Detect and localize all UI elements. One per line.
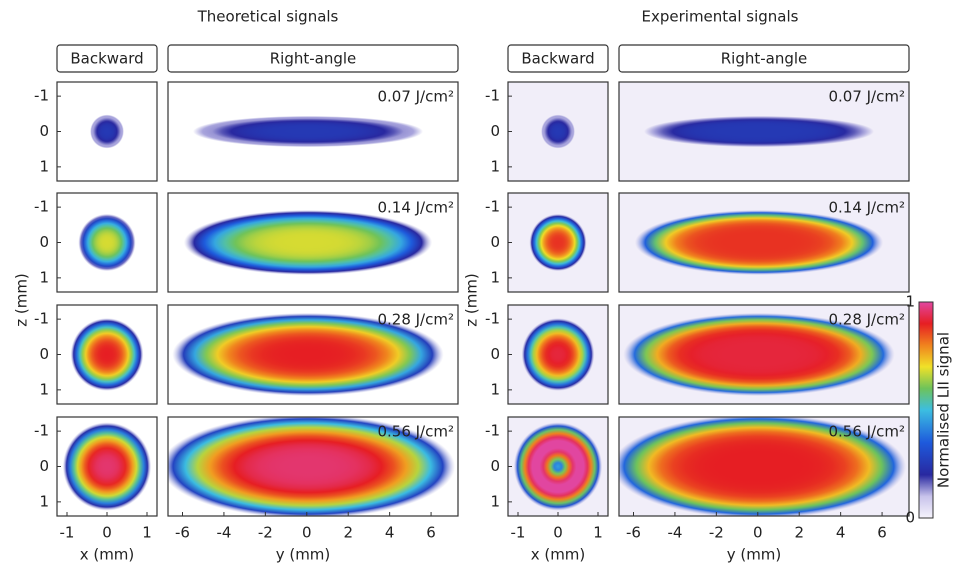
fluence-label: 0.56 J/cm²	[828, 423, 905, 441]
panel-frame	[167, 81, 459, 182]
heatmap-sheet	[183, 210, 433, 275]
header-box	[56, 44, 158, 73]
panel-title: Theoretical signals	[197, 8, 339, 26]
panel-frame	[618, 192, 910, 293]
fluence-label: 0.28 J/cm²	[828, 311, 905, 329]
panel-frame	[618, 81, 910, 182]
axis-label: z (mm)	[463, 273, 481, 327]
fluence-label: 0.07 J/cm²	[828, 88, 905, 106]
heatmap-spot	[529, 213, 587, 272]
heatmap-spot	[541, 114, 575, 149]
y-tick-label: -2	[709, 524, 724, 542]
header: Right-angle	[721, 50, 808, 68]
x-tick-label: -1	[511, 524, 526, 542]
heatmap-sheet	[172, 312, 444, 397]
header: Right-angle	[270, 50, 357, 68]
header-box	[618, 44, 910, 73]
y-tick-label: 6	[426, 524, 436, 542]
y-tick-label: 0	[302, 524, 312, 542]
z-tick-label: 1	[490, 268, 500, 286]
y-tick-label: 6	[877, 524, 887, 542]
z-tick-label: 0	[39, 345, 49, 363]
heatmap-sheet	[623, 312, 895, 397]
axis-label: z (mm)	[13, 273, 31, 327]
fluence-label: 0.14 J/cm²	[377, 199, 454, 217]
z-tick-label: 0	[39, 122, 49, 140]
z-tick-label: 1	[490, 157, 500, 175]
y-tick-label: -4	[667, 524, 682, 542]
panel-frame	[618, 304, 910, 405]
z-tick-label: 1	[39, 492, 49, 510]
heatmap-sheet	[193, 115, 423, 148]
panel-frame	[167, 304, 459, 405]
x-tick-label: -1	[60, 524, 75, 542]
fluence-label: 0.14 J/cm²	[828, 199, 905, 217]
z-tick-label: 1	[490, 492, 500, 510]
x-tick-label: 0	[102, 524, 112, 542]
z-tick-label: -1	[485, 198, 500, 216]
z-tick-label: 0	[490, 233, 500, 251]
z-tick-label: -1	[34, 310, 49, 328]
y-tick-label: 2	[343, 524, 353, 542]
z-tick-label: 0	[490, 122, 500, 140]
axis-label: y (mm)	[276, 546, 331, 564]
heatmap-spot	[78, 213, 136, 272]
heatmap-spot	[513, 422, 603, 511]
y-tick-label: 4	[385, 524, 395, 542]
z-tick-label: 1	[39, 380, 49, 398]
heatmap-sheet	[634, 210, 884, 275]
y-tick-label: -6	[175, 524, 190, 542]
colorbar-label: Normalised LII signal	[935, 332, 953, 488]
heatmap-spot	[90, 114, 124, 149]
x-tick-label: 1	[593, 524, 603, 542]
z-tick-label: -1	[34, 87, 49, 105]
z-tick-label: -1	[485, 310, 500, 328]
colorbar-tick-label: 0	[905, 509, 915, 527]
colorbar-tick-label: 1	[905, 293, 915, 311]
y-tick-label: 2	[794, 524, 804, 542]
panel-frame	[167, 192, 459, 293]
header-box	[507, 44, 609, 73]
z-tick-label: 1	[490, 380, 500, 398]
z-tick-label: 0	[490, 457, 500, 475]
panel-title: Experimental signals	[642, 8, 799, 26]
colorbar	[918, 301, 934, 519]
header: Backward	[70, 50, 143, 68]
x-tick-label: 1	[142, 524, 152, 542]
axis-label: x (mm)	[531, 546, 586, 564]
y-tick-label: 0	[753, 524, 763, 542]
z-tick-label: -1	[34, 422, 49, 440]
header: Backward	[521, 50, 594, 68]
x-tick-label: 0	[553, 524, 563, 542]
z-tick-label: 1	[39, 268, 49, 286]
heatmap-sheet	[619, 417, 907, 516]
heatmap-spot	[62, 422, 152, 511]
z-tick-label: 1	[39, 157, 49, 175]
z-tick-label: -1	[485, 87, 500, 105]
y-tick-label: -6	[626, 524, 641, 542]
panel-frame	[167, 416, 459, 517]
z-tick-label: 0	[39, 457, 49, 475]
fluence-label: 0.28 J/cm²	[377, 311, 454, 329]
axis-label: x (mm)	[80, 546, 135, 564]
heatmap-sheet	[644, 115, 874, 148]
axis-label: y (mm)	[727, 546, 782, 564]
fluence-label: 0.07 J/cm²	[377, 88, 454, 106]
y-tick-label: -4	[216, 524, 231, 542]
y-tick-label: 4	[836, 524, 846, 542]
panel-frame	[618, 416, 910, 517]
z-tick-label: 0	[39, 233, 49, 251]
z-tick-label: -1	[485, 422, 500, 440]
heatmap-spot	[521, 318, 595, 391]
y-tick-label: -2	[258, 524, 273, 542]
heatmap-spot	[70, 318, 144, 391]
z-tick-label: 0	[490, 345, 500, 363]
heatmap-sheet	[168, 417, 456, 516]
fluence-label: 0.56 J/cm²	[377, 423, 454, 441]
header-box	[167, 44, 459, 73]
z-tick-label: -1	[34, 198, 49, 216]
